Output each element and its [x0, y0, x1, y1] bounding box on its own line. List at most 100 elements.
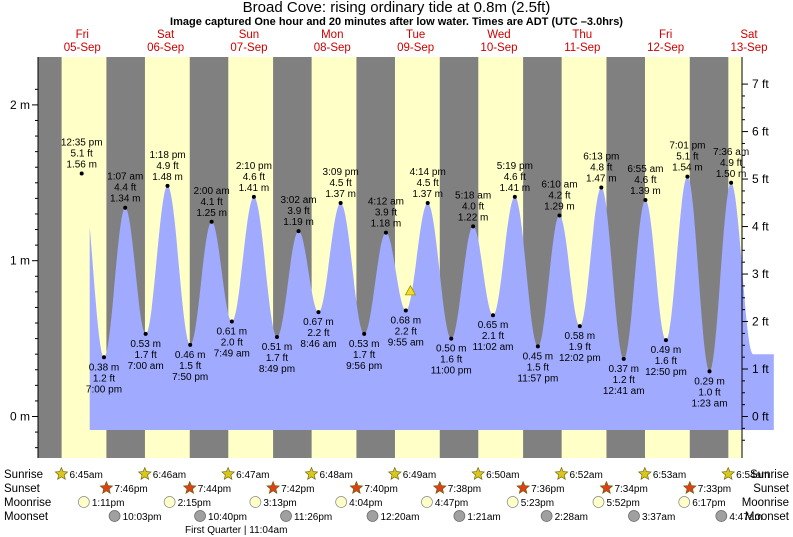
high-tide-point	[79, 171, 84, 176]
low-tide-point	[362, 331, 367, 336]
sunrise-icon	[221, 466, 236, 480]
high-tide-point	[471, 224, 476, 229]
high-tide-feet: 4.0 ft	[462, 201, 484, 212]
sunrise-time: 6:53am	[653, 470, 686, 481]
sunrise-time: 6:49am	[403, 470, 436, 481]
moonset-label-left: Moonset	[4, 511, 49, 523]
high-tide-time: 4:14 pm	[410, 167, 446, 178]
high-tide-point	[383, 230, 388, 235]
sunrise-icon	[471, 466, 486, 480]
high-tide-metres: 1.22 m	[458, 212, 489, 223]
low-tide-feet: 1.5 ft	[179, 361, 201, 372]
day-name: Wed	[487, 29, 510, 41]
low-tide-point	[229, 319, 234, 324]
tide-area	[89, 176, 774, 430]
moonset-time: 2:28am	[555, 512, 588, 523]
low-tide-time: 8:49 pm	[259, 364, 295, 375]
low-tide-feet: 1.2 ft	[93, 373, 115, 384]
high-tide-feet: 4.8 ft	[590, 162, 612, 173]
low-tide-point	[663, 338, 668, 343]
high-tide-feet: 5.1 ft	[676, 152, 698, 163]
moonrise-time: 4:04pm	[349, 498, 382, 509]
moonrise-time: 2:15pm	[178, 498, 211, 509]
day-date: 05-Sep	[64, 42, 101, 54]
low-tide-feet: 1.5 ft	[527, 362, 549, 373]
high-tide-point	[123, 205, 128, 210]
moonset-time: 11:26pm	[294, 512, 332, 523]
sunrise-icon	[54, 466, 69, 480]
sunrise-icon	[637, 466, 652, 480]
high-tide-metres: 1.34 m	[110, 194, 141, 205]
high-tide-feet: 4.5 ft	[417, 178, 439, 189]
low-tide-point	[403, 308, 408, 313]
moonset-time: 10:03pm	[123, 512, 162, 523]
high-tide-time: 1:18 pm	[149, 150, 185, 161]
high-tide-point	[557, 213, 562, 218]
moonrise-icon	[678, 496, 691, 508]
day-name: Thu	[572, 29, 592, 41]
high-tide-feet: 5.1 ft	[71, 148, 93, 159]
sunrise-time: 6:47am	[236, 470, 269, 481]
high-tide-metres: 1.54 m	[672, 163, 703, 174]
sunrise-icon	[554, 466, 569, 480]
low-tide-feet: 1.6 ft	[655, 356, 677, 367]
low-tide-point	[449, 336, 454, 341]
moonrise-label-right: Moonrise	[742, 497, 789, 509]
moonset-icon	[453, 510, 466, 522]
moonrise-icon	[77, 496, 90, 508]
sunrise-icon	[137, 466, 152, 480]
moonset-icon	[628, 510, 640, 522]
high-tide-metres: 1.39 m	[630, 186, 661, 197]
moonrise-time: 6:17pm	[692, 498, 725, 509]
high-tide-time: 6:10 am	[541, 180, 577, 191]
sunrise-time: 6:48am	[319, 470, 352, 481]
low-tide-time: 11:02 am	[473, 342, 514, 353]
high-tide-feet: 3.9 ft	[287, 206, 309, 217]
low-tide-metres: 0.61 m	[217, 326, 248, 337]
left-tick-label: 0 m	[10, 410, 30, 424]
moonrise-time: 5:52pm	[606, 498, 639, 509]
sunrise-time: 6:52am	[569, 470, 602, 481]
high-tide-point	[512, 194, 517, 199]
moonset-time: 1:21am	[467, 512, 500, 523]
day-name: Sat	[157, 29, 175, 41]
moonrise-time: 3:13pm	[263, 498, 296, 509]
day-date: 13-Sep	[730, 42, 767, 54]
low-tide-metres: 0.51 m	[262, 342, 293, 353]
day-date: 09-Sep	[397, 42, 434, 54]
low-tide-feet: 1.9 ft	[569, 342, 591, 353]
high-tide-time: 3:09 pm	[323, 167, 359, 178]
sunset-time: 7:36pm	[531, 484, 564, 495]
high-tide-point	[643, 197, 648, 202]
sunset-icon	[599, 480, 614, 494]
day-date: 10-Sep	[480, 42, 517, 54]
low-tide-point	[491, 313, 496, 318]
high-tide-time: 5:19 pm	[497, 161, 533, 172]
sunset-icon	[432, 480, 447, 494]
moonset-icon	[540, 510, 553, 522]
high-tide-metres: 1.25 m	[196, 208, 227, 219]
low-tide-time: 11:57 pm	[517, 373, 558, 384]
high-tide-time: 2:10 pm	[236, 161, 272, 172]
sunset-icon	[182, 480, 197, 494]
moonrise-time: 5:23pm	[521, 498, 554, 509]
sunset-time: 7:34pm	[614, 484, 647, 495]
moonrise-icon	[163, 496, 176, 508]
sunset-time: 7:33pm	[698, 484, 731, 495]
right-tick-label: 4 ft	[752, 220, 769, 234]
high-tide-metres: 1.41 m	[500, 183, 531, 194]
low-tide-point	[143, 331, 148, 336]
moonrise-icon	[335, 496, 347, 508]
low-tide-time: 9:56 pm	[346, 361, 382, 372]
sunset-icon	[99, 480, 114, 494]
moonrise-label-left: Moonrise	[4, 497, 51, 509]
day-name: Sat	[740, 29, 758, 41]
sunset-icon	[266, 480, 281, 494]
sunset-icon	[516, 480, 531, 494]
high-tide-time: 7:01 pm	[669, 141, 705, 152]
high-tide-point	[296, 229, 301, 234]
axes: 0 m 1 m 2 m 0 ft 1 ft 2 ft 3 ft 4 ft 5 ft 6 ft 7 f…	[10, 57, 769, 458]
low-tide-time: 12:02 pm	[559, 353, 601, 364]
high-tide-metres: 1.41 m	[239, 183, 270, 194]
low-tide-metres: 0.65 m	[478, 320, 509, 331]
